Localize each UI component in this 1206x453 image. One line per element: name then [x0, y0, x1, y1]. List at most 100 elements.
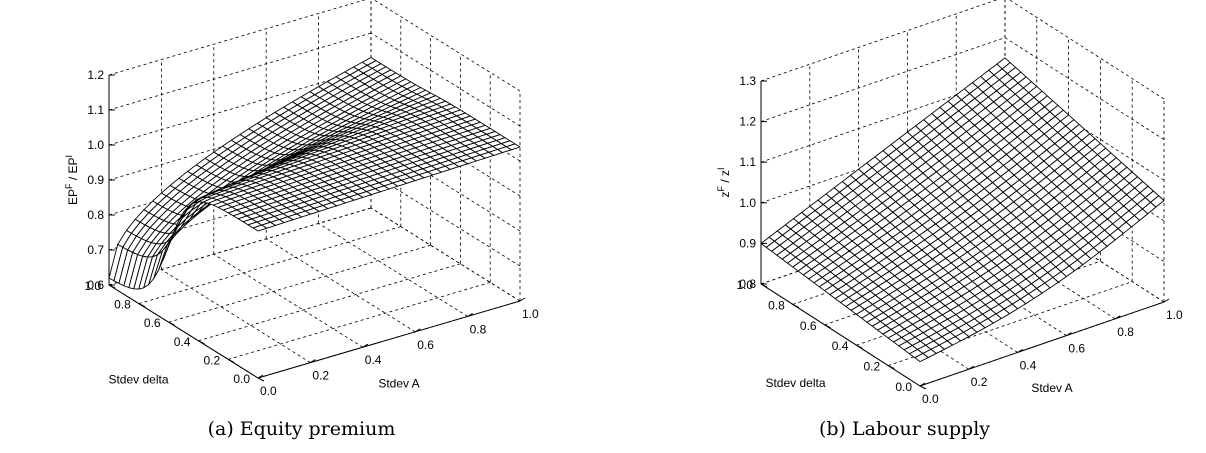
chart-b-z-tick-label: 1.2 — [739, 115, 756, 129]
chart-a-grid-floor-y — [198, 263, 461, 342]
chart-b-z-tick-label: 0.9 — [739, 236, 756, 250]
chart-a-y-tick-label: 0.6 — [144, 316, 161, 330]
chart-a-x-tick — [467, 312, 473, 317]
chart-a-grid-backwall-z — [108, 0, 366, 76]
chart-a-x-tick — [257, 374, 264, 379]
chart-a-x-tick — [362, 343, 369, 348]
chart-b-z-tick-label: 1.3 — [739, 74, 756, 88]
chart-b-x-axis-label: Stdev A — [1031, 381, 1072, 395]
chart-b-y-tick-label: 0.2 — [864, 360, 881, 374]
chart-a-y-tick — [198, 340, 205, 345]
chart-a-x-axis — [257, 300, 521, 379]
chart-a-z-tick-label: 1.2 — [87, 68, 104, 82]
chart-b-y-tick-label: 1.0 — [736, 278, 753, 292]
chart-a-surface-mesh — [108, 57, 521, 290]
chart-a-z-tick-label: 0.7 — [87, 243, 104, 257]
chart-a-grid-sidewall-z — [370, 32, 521, 127]
chart-a-y-tick-label: 0.0 — [233, 372, 250, 386]
chart-b-grid-sidewall-z — [1004, 37, 1165, 140]
chart-b-x-tick-label: 0.6 — [1068, 342, 1085, 356]
chart-b-z-label-sup1: F — [716, 186, 726, 192]
surface-plot-labour-supply: 0.00.20.40.60.81.00.00.20.40.60.81.00.80… — [716, 0, 1183, 406]
chart-a-z-label-main: EP — [66, 189, 80, 205]
chart-a-z-tick-label: 0.8 — [87, 208, 104, 222]
chart-b-x-tick-label: 1.0 — [1166, 308, 1183, 322]
chart-a-z-tick-label: 0.9 — [87, 173, 104, 187]
chart-b-z-tick-label: 1.1 — [739, 155, 756, 169]
chart-b-y-tick-label: 0.8 — [768, 298, 785, 312]
chart-b-x-tick — [968, 365, 975, 370]
chart-a-x-tick-label: 0.6 — [417, 338, 434, 352]
chart-a-x-tick-label: 0.0 — [260, 384, 277, 398]
chart-b-y-axis-label: Stdev delta — [765, 376, 825, 390]
chart-b-y-tick-label: 0.0 — [895, 380, 912, 394]
chart-b-y-tick — [919, 385, 927, 390]
chart-b-z-axis-label: zF / zI — [716, 167, 732, 197]
chart-a-surface-cell — [252, 224, 268, 232]
chart-a-z-axis-label: EPF / EPI — [64, 155, 80, 205]
chart-b-grid-backwall-z — [760, 37, 1006, 122]
chart-b-z-label-mid: / z — [718, 170, 732, 186]
chart-a-z-tick-label: 1.1 — [87, 103, 104, 117]
chart-a-z-label-sup2: I — [64, 155, 74, 158]
chart-b-y-tick — [856, 344, 863, 349]
chart-b-x-tick — [1066, 332, 1072, 337]
chart-a-y-tick — [227, 358, 235, 363]
chart-a-y-tick-label: 1.0 — [84, 279, 101, 293]
chart-b-x-tick-label: 0.2 — [971, 375, 988, 389]
chart-b-y-tick-label: 0.4 — [832, 339, 849, 353]
chart-b-y-tick — [792, 303, 800, 308]
chart-b-z-tick-label: 1.0 — [739, 196, 756, 210]
chart-a-y-axis — [108, 284, 259, 379]
chart-a-grid-sidewall-z — [370, 172, 521, 267]
chart-b-y-axis — [760, 283, 921, 387]
chart-b-x-tick — [1163, 298, 1170, 303]
chart-a-x-tick-label: 1.0 — [522, 307, 539, 321]
chart-a-x-tick-label: 0.4 — [365, 353, 382, 367]
chart-a-grid-floor-x — [161, 269, 311, 363]
caption-equity-premium: (a) Equity premium — [207, 418, 396, 440]
chart-b-y-tick-label: 0.6 — [800, 319, 817, 333]
chart-b-grid-backwall-z — [760, 77, 1006, 163]
chart-b-z-label-sup2: I — [716, 167, 726, 170]
chart-b-grid-backwall-z — [760, 118, 1006, 204]
chart-a-x-tick-label: 0.8 — [470, 322, 487, 336]
chart-panel-labour-supply: 0.0 0.2 0.4 0.6 0.8 1.0 0.0 0.2 0.4 0.6 0.8 1.0 0.8 0… — [603, 0, 1206, 453]
chart-a-grid-sidewall-z — [373, 0, 521, 92]
chart-panel-equity-premium: 0.0 0.2 0.4 0.6 0.8 1.0 0.0 0.2 0.4 0.6 0.8 1.0 0.6 0… — [64, 0, 539, 440]
chart-a-z-label-mid: / EP — [66, 157, 80, 183]
chart-a-y-tick — [168, 321, 175, 326]
chart-a-y-axis-label: Stdev delta — [108, 373, 168, 387]
chart-a-x-tick-label: 0.2 — [312, 369, 329, 383]
chart-b-x-tick-label: 0.0 — [922, 392, 939, 406]
caption-labour-supply: (b) Labour supply — [818, 418, 991, 440]
chart-a-x-axis-label: Stdev A — [378, 377, 419, 391]
chart-a-y-tick-label: 0.8 — [114, 298, 131, 312]
chart-a-z-tick-label: 0.6 — [87, 278, 104, 292]
chart-b-y-tick — [887, 365, 895, 370]
chart-b-surface-cell — [914, 353, 929, 363]
chart-b-x-tick-label: 0.4 — [1020, 358, 1037, 372]
chart-a-x-tick — [414, 328, 421, 333]
chart-a-y-tick-label: 0.4 — [174, 335, 191, 349]
surface-plot-equity-premium: 0.00.20.40.60.81.00.00.20.40.60.81.00.60… — [64, 0, 539, 398]
chart-a-y-tick — [138, 303, 146, 308]
chart-a-grid-floor-x — [213, 253, 364, 348]
chart-a-grid-floor-x — [265, 238, 416, 333]
chart-a-z-tick-label: 1.0 — [87, 138, 104, 152]
chart-a-grid-sidewall-z — [370, 207, 521, 302]
chart-a-z-label-sup1: F — [64, 183, 74, 189]
chart-a-y-tick — [257, 377, 265, 382]
chart-a-grid-floor-x — [318, 223, 468, 317]
chart-b-x-tick — [1114, 315, 1121, 320]
chart-b-x-tick — [1017, 348, 1023, 353]
chart-a-grid-floor-y — [138, 226, 401, 304]
chart-b-y-tick — [824, 324, 831, 329]
chart-b-x-tick — [919, 382, 926, 387]
chart-a-grid-floor-y — [168, 244, 431, 323]
chart-b-x-axis — [919, 301, 1165, 387]
chart-a-x-tick — [519, 297, 526, 302]
chart-b-grid-backwall-z — [760, 0, 998, 82]
chart-b-z-tick-label: 0.8 — [739, 277, 756, 291]
chart-a-y-tick-label: 0.2 — [204, 353, 221, 367]
